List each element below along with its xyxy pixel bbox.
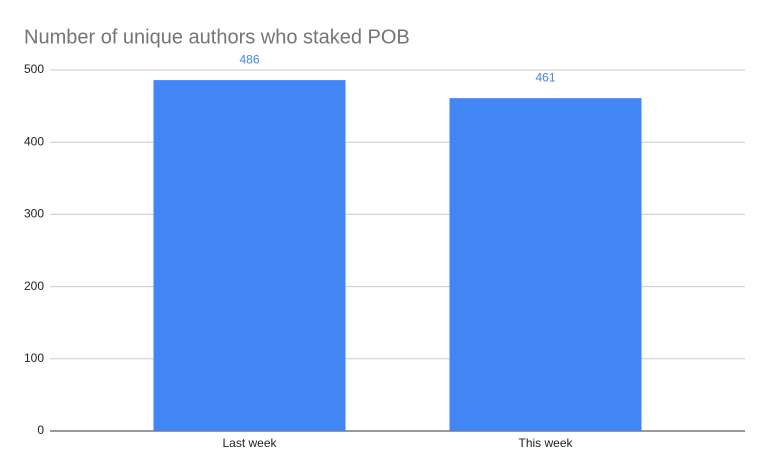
y-tick-label: 0	[37, 423, 44, 437]
y-tick-label: 400	[24, 134, 44, 148]
y-tick-label: 200	[24, 279, 44, 293]
y-tick-label: 100	[24, 351, 44, 365]
y-tick-label: 300	[24, 207, 44, 221]
bar	[449, 98, 642, 432]
x-tick-label: Last week	[222, 436, 277, 450]
x-tick-label: This week	[518, 436, 573, 450]
bar	[153, 80, 346, 431]
y-tick-label: 500	[24, 62, 44, 76]
data-label: 486	[239, 52, 259, 66]
data-label: 461	[535, 70, 555, 84]
chart-title: Number of unique authors who staked POB	[24, 26, 410, 48]
